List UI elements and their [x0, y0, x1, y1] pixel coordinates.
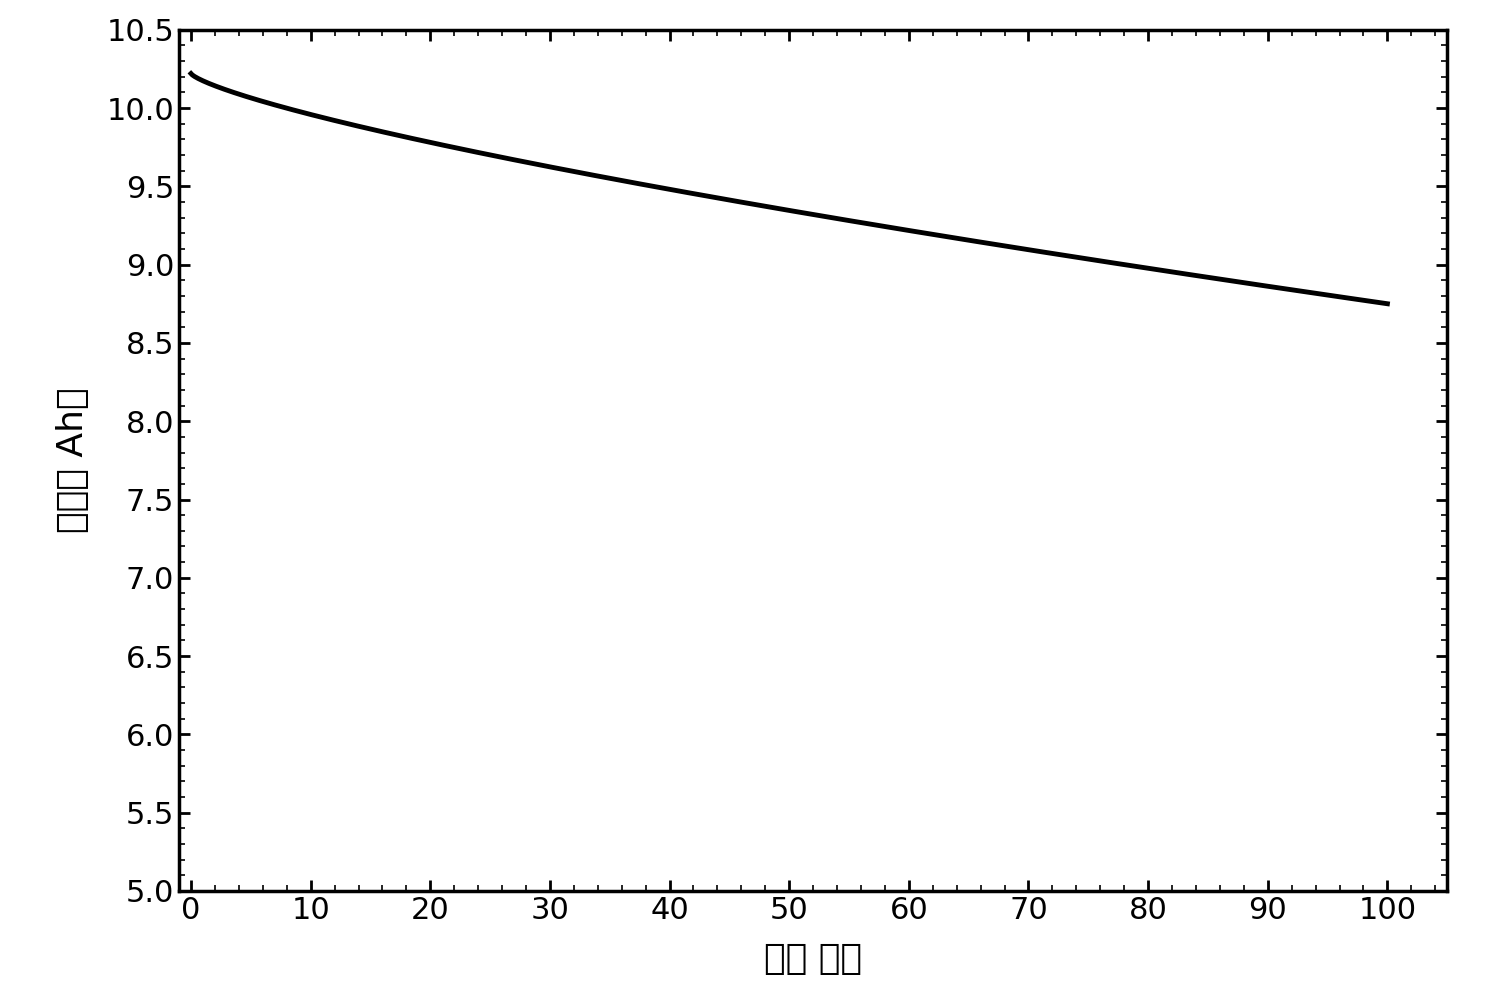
X-axis label: 循环 次数: 循环 次数 [764, 941, 862, 975]
Y-axis label: 容量（ Ah）: 容量（ Ah） [55, 387, 90, 534]
